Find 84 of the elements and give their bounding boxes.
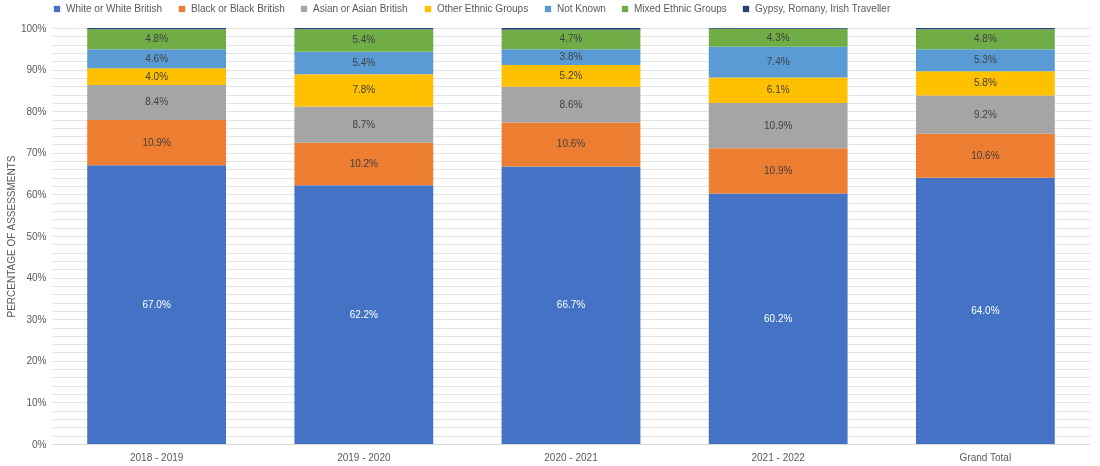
legend-label: Black or Black British: [191, 3, 285, 14]
data-label: 8.4%: [145, 96, 169, 108]
legend-label: Asian or Asian British: [313, 3, 408, 14]
data-label: 7.4%: [766, 56, 790, 68]
bar: [708, 28, 848, 47]
y-tick-label: 20%: [26, 355, 47, 367]
bar: [708, 77, 848, 103]
y-tick-label: 50%: [26, 230, 47, 242]
bar: [294, 185, 434, 444]
x-tick-label: Grand Total: [959, 451, 1012, 463]
bar: [501, 65, 641, 87]
data-label: 10.2%: [349, 158, 379, 170]
bar: [915, 29, 1055, 50]
legend-label: Gypsy, Romany, Irish Traveller: [755, 3, 891, 14]
bar: [708, 148, 848, 194]
data-label: 7.8%: [352, 84, 376, 96]
x-tick-label: 2020 - 2021: [544, 451, 599, 463]
bar: [708, 102, 848, 149]
data-label: 62.2%: [349, 308, 379, 320]
data-label: 10.6%: [556, 138, 586, 150]
data-label: 4.7%: [559, 33, 583, 45]
bar: [87, 49, 227, 69]
bar: [87, 29, 227, 50]
bar: [501, 49, 641, 66]
data-label: 10.9%: [764, 164, 793, 176]
data-label: 4.0%: [145, 70, 169, 82]
data-label: 5.4%: [352, 56, 376, 68]
legend-label: Other Ethnic Groups: [437, 3, 529, 14]
data-label: 9.2%: [973, 108, 997, 120]
bar: [915, 177, 1055, 444]
data-label: 60.2%: [764, 312, 793, 324]
data-label: 6.1%: [766, 84, 790, 96]
bar: [87, 165, 227, 444]
bar: [294, 106, 434, 143]
data-label: 4.8%: [145, 33, 169, 45]
bar: [294, 74, 434, 107]
bar: [915, 133, 1055, 178]
data-label: 5.2%: [559, 69, 583, 81]
data-label: 5.3%: [973, 54, 997, 66]
data-label: 10.6%: [971, 149, 1000, 161]
bar: [501, 122, 641, 167]
bar: [87, 68, 227, 85]
y-tick-label: 10%: [26, 396, 47, 408]
bar: [915, 49, 1055, 72]
data-label: 67.0%: [142, 298, 171, 310]
data-label: 4.8%: [973, 33, 997, 45]
legend-label: Not Known: [557, 3, 606, 14]
bar: [501, 29, 641, 50]
y-tick-label: 40%: [26, 272, 47, 284]
y-tick-label: 60%: [26, 188, 47, 200]
legend-label: White or White British: [66, 3, 163, 14]
bar: [501, 166, 641, 444]
bar: [708, 46, 848, 78]
bar: [915, 71, 1055, 96]
bar: [915, 95, 1055, 134]
bar: [294, 29, 434, 52]
data-label: 4.3%: [766, 31, 790, 43]
data-label: 3.8%: [559, 51, 583, 63]
bar: [87, 119, 227, 166]
bar: [87, 84, 227, 120]
y-tick-label: 90%: [26, 64, 47, 76]
bar: [708, 193, 848, 444]
bar: [294, 51, 434, 75]
y-axis-title: PERCENTAGE OF ASSESSMENTS: [5, 155, 17, 318]
data-label: 5.4%: [352, 34, 376, 46]
y-tick-label: 80%: [26, 105, 47, 117]
data-label: 8.7%: [352, 118, 376, 130]
data-label: 8.6%: [559, 98, 583, 110]
data-label: 10.9%: [764, 119, 793, 131]
y-tick-label: 30%: [26, 313, 47, 325]
data-label: 4.6%: [145, 52, 169, 64]
bar: [294, 142, 434, 186]
y-tick-label: 70%: [26, 147, 47, 159]
legend-label: Mixed Ethnic Groups: [634, 3, 727, 14]
data-label: 10.9%: [142, 136, 171, 148]
y-tick-label: 100%: [20, 22, 47, 34]
data-label: 5.8%: [973, 77, 997, 89]
x-tick-label: 2021 - 2022: [751, 451, 806, 463]
bar: [501, 86, 641, 123]
data-label: 66.7%: [556, 299, 586, 311]
y-tick-label: 0%: [32, 438, 47, 450]
x-tick-label: 2018 - 2019: [129, 451, 184, 463]
data-label: 64.0%: [971, 304, 1000, 316]
x-tick-label: 2019 - 2020: [337, 451, 391, 463]
